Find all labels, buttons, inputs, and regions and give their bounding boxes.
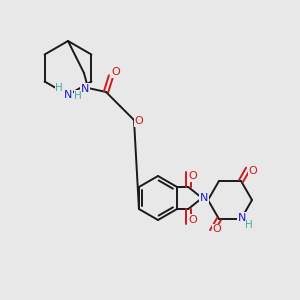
Text: N: N bbox=[200, 193, 208, 203]
Text: H: H bbox=[55, 83, 63, 93]
Text: N: N bbox=[238, 213, 246, 223]
Text: O: O bbox=[188, 171, 197, 181]
Text: O: O bbox=[249, 166, 257, 176]
Text: O: O bbox=[135, 116, 143, 126]
Text: N: N bbox=[64, 90, 72, 100]
Text: O: O bbox=[112, 67, 120, 77]
Text: H: H bbox=[245, 220, 253, 230]
Text: H: H bbox=[74, 91, 82, 101]
Text: O: O bbox=[188, 215, 197, 225]
Text: N: N bbox=[81, 84, 89, 94]
Text: O: O bbox=[213, 224, 221, 234]
